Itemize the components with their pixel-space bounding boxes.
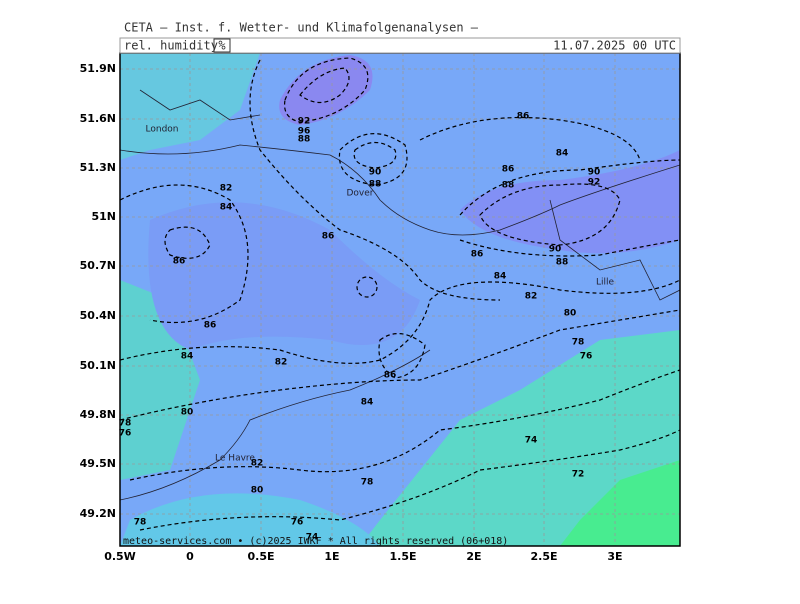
unit: % [218,39,226,53]
parameter: rel. humidity [124,39,218,53]
contour-label: 72 [572,470,585,480]
lat-label: 50.7N [80,259,116,272]
contour-label: 84 [220,203,233,213]
lon-label: 2.5E [530,550,557,563]
contour-label: 86 [173,257,186,267]
lon-label: 0.5E [247,550,274,563]
contours [120,57,680,531]
contour-label: 82 [220,184,233,194]
contour-label: 76 [119,429,132,439]
contour-label: 80 [251,486,264,496]
contour-label: 86 [471,250,484,260]
contour-label: 78 [119,419,132,429]
contour-label: 84 [181,352,194,362]
contour-label: 92 [298,117,311,127]
contour-label: 88 [502,181,515,191]
lat-label: 49.2N [80,507,116,520]
contour-label: 84 [556,149,569,159]
lat-label: 51.9N [80,62,116,75]
lat-label: 50.4N [80,309,116,322]
contour-label: 78 [572,338,585,348]
contour-label: 84 [494,272,507,282]
contour-label: 90 [549,245,562,255]
lon-label: 1.5E [389,550,416,563]
contour-label: 80 [564,309,577,319]
contour-label: 90 [369,168,382,178]
lat-label: 49.5N [80,457,116,470]
humidity-field [360,330,680,546]
header-box [119,37,681,54]
place-label: London [146,125,179,135]
place-label: Le Havre [215,454,255,464]
map [120,53,680,546]
lat-label: 51.6N [80,112,116,125]
contour-label: 76 [291,518,304,528]
contour-label: 86 [204,321,217,331]
humidity-field [560,460,680,546]
contour-label: 96 [298,127,311,137]
lat-label: 50.1N [80,359,116,372]
contour-label: 74 [306,533,319,543]
contour-label: 86 [502,165,515,175]
contour-label: 80 [181,408,194,418]
contour-label: 82 [275,358,288,368]
coastlines [120,89,680,501]
contour-label: 90 [588,168,601,178]
contour-label: 78 [134,518,147,528]
grid [120,53,680,546]
lon-label: 1E [324,550,339,563]
lon-label: 0.5W [104,550,136,563]
contour-label: 92 [588,178,601,188]
humidity-field [279,55,373,125]
contour-label: 86 [384,371,397,381]
humidity-field [120,493,380,546]
contour-label: 84 [361,398,374,408]
footer: meteo-services.com • (c)2025 IWKF * All … [123,536,508,547]
lon-label: 0 [186,550,194,563]
lat-label: 51.3N [80,161,116,174]
contour-label: 82 [251,459,264,469]
contour-label: 86 [517,112,530,122]
contour-label: 82 [525,292,538,302]
humidity-field [148,202,420,350]
valid-time: 11.07.2025 00 UTC [553,39,676,53]
contour-label: 76 [580,352,593,362]
humidity-field [120,53,260,160]
lon-label: 2E [466,550,481,563]
contour-label: 88 [369,180,382,190]
contour-label: 88 [556,258,569,268]
place-label: Lille [596,278,615,288]
lat-label: 49.8N [80,408,116,421]
lat-label: 51N [91,210,116,223]
institute: CETA — Inst. f. Wetter- und Klimafolgena… [124,21,479,35]
contour-label: 78 [361,478,374,488]
lon-label: 3E [607,550,622,563]
place-label: Dover [347,189,374,199]
contour-label: 86 [322,232,335,242]
contour-label: 74 [525,436,538,446]
contour-label: 88 [298,135,311,145]
unit-box [213,38,231,53]
